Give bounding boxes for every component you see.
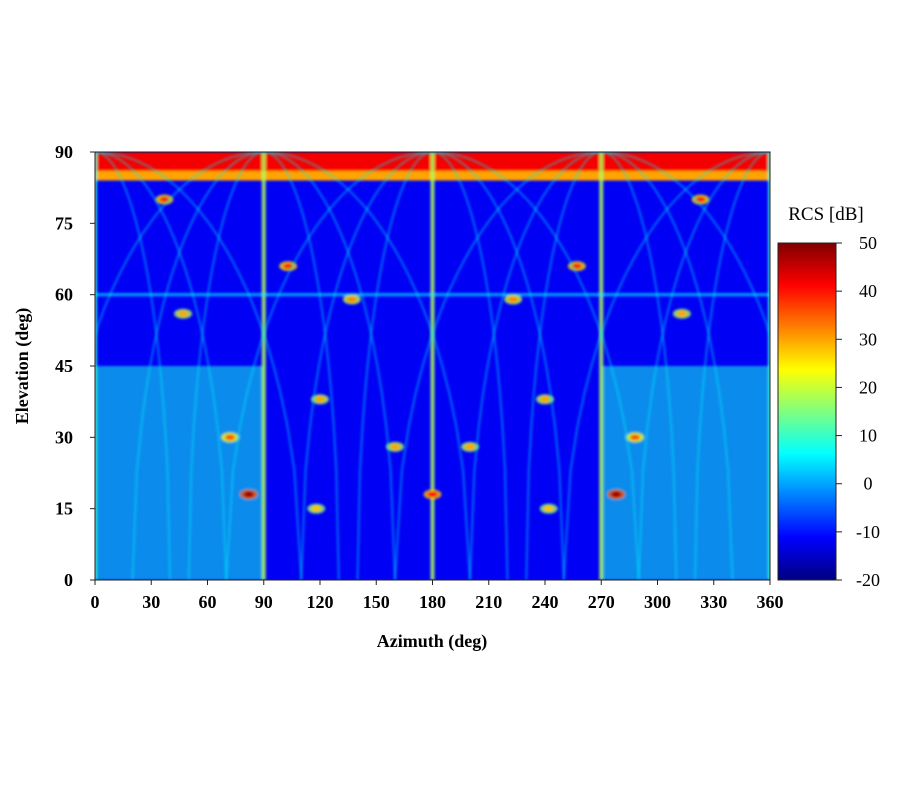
colorbar-tick-label: 30: [859, 329, 877, 349]
hotspot: [225, 434, 235, 441]
scattering-arc: [188, 152, 340, 580]
scattering-arc: [525, 152, 678, 580]
colorbar-tick-label: 20: [859, 377, 877, 397]
scattering-arc: [356, 152, 509, 580]
y-tick-label: 15: [55, 499, 73, 519]
scattering-arc: [394, 152, 770, 580]
heatmap-curved-traces: [95, 152, 770, 580]
colorbar-tick-label: -10: [856, 522, 880, 542]
y-tick-label: 60: [55, 285, 73, 305]
bright-region: [601, 366, 770, 580]
x-tick-label: 0: [91, 592, 100, 612]
x-tick-label: 30: [142, 592, 160, 612]
hotspot: [346, 296, 357, 303]
hotspot: [676, 310, 687, 317]
heatmap-plot-area: [95, 152, 770, 580]
azimuth-specular-line: [768, 152, 770, 580]
hotspot: [611, 491, 622, 498]
heatmap-features: [95, 152, 770, 580]
colorbar: RCS [dB] 50 40 30 20 10 0 -10 -20: [777, 204, 880, 590]
y-axis-title: Elevation (deg): [12, 308, 33, 425]
x-tick-label: 210: [475, 592, 502, 612]
scattering-arc: [95, 152, 171, 580]
hotspot: [283, 263, 294, 270]
colorbar-tick-label: -20: [856, 570, 880, 590]
hotspot: [427, 491, 438, 498]
scattering-arc: [694, 152, 770, 580]
y-tick-label: 90: [55, 142, 73, 162]
azimuth-specular-line: [261, 152, 266, 580]
colorbar-title: RCS [dB]: [788, 204, 864, 225]
scattering-arc: [469, 152, 734, 580]
colorbar-tick-label: 10: [859, 426, 877, 446]
colorbar-gradient: [777, 242, 837, 581]
hotspot: [311, 505, 322, 512]
hotspot: [315, 396, 325, 403]
scattering-arc: [563, 152, 770, 580]
y-tick-label: 0: [64, 570, 73, 590]
x-tick-label: 60: [199, 592, 217, 612]
y-tick-label: 75: [55, 213, 73, 233]
colorbar-ticks: 50 40 30 20 10 0 -10 -20: [836, 233, 880, 590]
x-tick-label: 90: [255, 592, 273, 612]
x-tick-label: 240: [532, 592, 559, 612]
hotspot: [178, 310, 189, 317]
scattering-arc: [95, 152, 303, 580]
x-tick-label: 270: [588, 592, 615, 612]
y-axis-ticks: 0 15 30 45 60 75 90: [55, 142, 95, 590]
hotspot: [630, 434, 640, 441]
hotspot: [543, 505, 554, 512]
bright-region: [95, 366, 264, 580]
colorbar-tick-label: 50: [859, 233, 877, 253]
x-tick-label: 180: [419, 592, 446, 612]
elevation-line: [95, 293, 770, 297]
hotspot: [465, 443, 475, 450]
scattering-arc: [131, 152, 396, 580]
x-tick-label: 300: [644, 592, 671, 612]
azimuth-specular-line: [430, 152, 435, 580]
y-tick-label: 30: [55, 427, 73, 447]
colorbar-tick-label: 40: [859, 281, 877, 301]
hotspot: [243, 491, 254, 498]
scattering-arc: [638, 152, 770, 580]
y-tick-label: 45: [55, 356, 73, 376]
scattering-arc: [95, 152, 228, 580]
colorbar-tick-label: 0: [864, 474, 873, 494]
x-axis-title: Azimuth (deg): [377, 631, 488, 652]
hotspot: [540, 396, 550, 403]
hotspot: [508, 296, 519, 303]
x-axis-ticks: 0 30 60 90 120 150 180 210 240 270 300 330 360: [91, 580, 784, 612]
hotspot: [571, 263, 582, 270]
x-tick-label: 120: [307, 592, 334, 612]
x-tick-label: 150: [363, 592, 390, 612]
azimuth-specular-line: [95, 152, 97, 580]
x-tick-label: 360: [757, 592, 784, 612]
azimuth-specular-line: [599, 152, 604, 580]
scattering-arc: [225, 152, 640, 580]
x-tick-label: 330: [700, 592, 727, 612]
scattering-arc: [95, 152, 471, 580]
scattering-arc: [300, 152, 565, 580]
hotspot: [390, 443, 400, 450]
